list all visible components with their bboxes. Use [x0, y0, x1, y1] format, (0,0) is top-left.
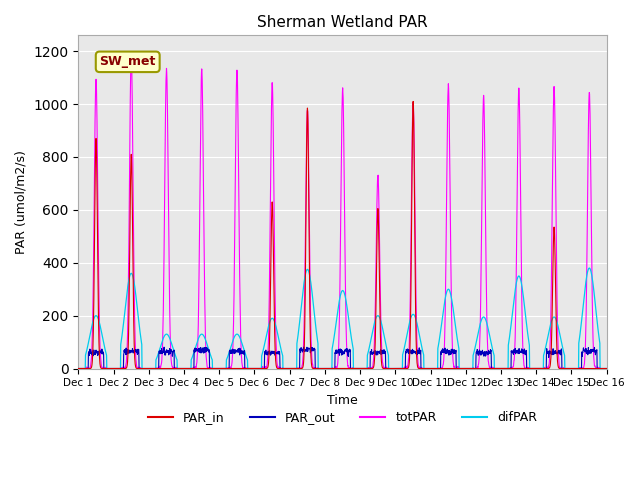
Legend: PAR_in, PAR_out, totPAR, difPAR: PAR_in, PAR_out, totPAR, difPAR [143, 406, 542, 429]
X-axis label: Time: Time [327, 394, 358, 407]
Title: Sherman Wetland PAR: Sherman Wetland PAR [257, 15, 428, 30]
Text: SW_met: SW_met [100, 55, 156, 68]
Y-axis label: PAR (umol/m2/s): PAR (umol/m2/s) [15, 150, 28, 254]
